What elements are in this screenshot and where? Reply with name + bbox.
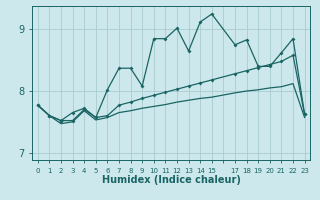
X-axis label: Humidex (Indice chaleur): Humidex (Indice chaleur)	[102, 175, 241, 185]
